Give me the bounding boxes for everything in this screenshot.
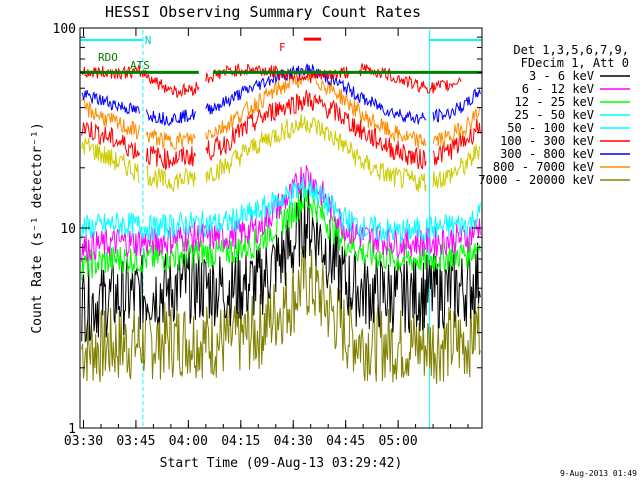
legend-entry-label: 100 - 300 keV xyxy=(500,134,594,148)
x-tick-label: 05:00 xyxy=(379,434,418,449)
series-line-100-300-kev xyxy=(81,89,481,170)
legend-entry-label: 300 - 800 keV xyxy=(500,147,594,161)
x-tick-label: 03:45 xyxy=(116,434,155,449)
legend-entry-label: 6 - 12 keV xyxy=(522,82,594,96)
rdo-annotation: RDO xyxy=(98,51,118,64)
ats-annotation: ATS xyxy=(130,59,150,72)
night-annotation: N xyxy=(145,34,152,47)
legend: Det 1,3,5,6,7,9, FDecim 1, Att 0 3 - 6 k… xyxy=(478,43,630,187)
chart-title: HESSI Observing Summary Count Rates xyxy=(105,3,421,21)
timestamp: 9-Aug-2013 01:49 xyxy=(560,469,637,478)
y-tick-label: 1 xyxy=(68,422,76,437)
legend-header-line-2: FDecim 1, Att 0 xyxy=(521,56,629,70)
x-tick-label: 04:00 xyxy=(169,434,208,449)
y-axis: 1 10 100 xyxy=(53,22,482,437)
legend-entry-label: 7000 - 20000 keV xyxy=(478,173,594,187)
legend-entry-label: 800 - 7000 keV xyxy=(493,160,594,174)
series-line-300-800-kev xyxy=(81,63,481,127)
legend-entry-label: 50 - 100 keV xyxy=(507,121,594,135)
x-tick-label: 04:45 xyxy=(326,434,365,449)
series-line-800-7000-kev xyxy=(81,66,481,150)
x-axis-label: Start Time (09-Aug-13 03:29:42) xyxy=(160,456,403,471)
y-tick-label: 100 xyxy=(53,22,76,37)
plot-area xyxy=(79,30,483,428)
series-line-25-50-kev xyxy=(81,175,481,244)
flare-annotation: F xyxy=(279,41,286,54)
x-tick-label: 04:30 xyxy=(274,434,313,449)
series-line-yellow-band xyxy=(81,113,481,192)
legend-entry-label: 12 - 25 keV xyxy=(515,95,594,109)
y-axis-label: Count Rate (s⁻¹ detector⁻¹) xyxy=(30,122,45,333)
y-tick-label: 10 xyxy=(60,222,76,237)
x-tick-label: 04:15 xyxy=(221,434,260,449)
legend-header-line-1: Det 1,3,5,6,7,9, xyxy=(513,43,629,57)
x-axis: 03:30 03:45 04:00 04:15 04:30 04:45 05:00 xyxy=(64,28,469,449)
legend-entry-label: 3 - 6 keV xyxy=(529,69,594,83)
legend-entry-label: 25 - 50 keV xyxy=(515,108,594,122)
x-tick-label: 03:30 xyxy=(64,434,103,449)
